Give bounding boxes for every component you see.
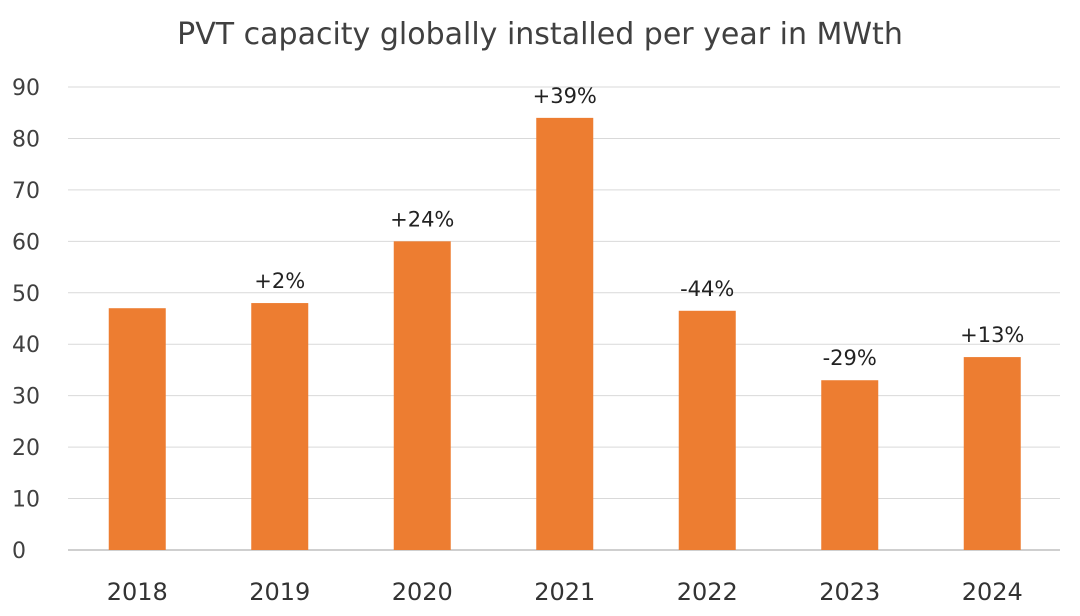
bar-2020 — [393, 241, 451, 551]
x-tick-label: 2018 — [107, 578, 168, 606]
y-tick-label: 90 — [12, 76, 40, 101]
x-axis-ticks: 2018 2019 2020 2021 2022 2023 2024 — [107, 578, 1023, 606]
bar-2018 — [108, 308, 166, 550]
data-label-2021: +39% — [533, 84, 597, 108]
x-tick-label: 2019 — [249, 578, 310, 606]
x-tick-label: 2020 — [392, 578, 453, 606]
bar-2019 — [251, 303, 309, 550]
data-label-2022: -44% — [680, 277, 734, 301]
bars — [108, 117, 1021, 551]
x-tick-label: 2023 — [819, 578, 880, 606]
y-tick-label: 80 — [12, 127, 40, 152]
data-label-2019: +2% — [254, 269, 305, 293]
bar-2021 — [536, 117, 594, 550]
y-tick-label: 40 — [12, 333, 40, 358]
x-tick-label: 2024 — [962, 578, 1023, 606]
y-tick-label: 20 — [12, 436, 40, 461]
y-tick-label: 0 — [12, 539, 26, 564]
y-tick-label: 30 — [12, 385, 40, 410]
chart-title: PVT capacity globally installed per year… — [177, 17, 903, 52]
y-tick-label: 10 — [12, 488, 40, 513]
x-tick-label: 2021 — [534, 578, 595, 606]
data-label-2023: -29% — [823, 346, 877, 370]
bar-2022 — [678, 310, 736, 550]
y-axis-ticks: 0 10 20 30 40 50 60 70 80 90 — [12, 76, 40, 564]
y-tick-label: 60 — [12, 230, 40, 255]
data-label-2020: +24% — [390, 207, 454, 231]
data-labels: +2% +24% +39% -44% -29% +13% — [254, 84, 1024, 370]
x-tick-label: 2022 — [677, 578, 738, 606]
y-tick-label: 50 — [12, 282, 40, 307]
bar-2023 — [821, 380, 879, 550]
data-label-2024: +13% — [960, 323, 1024, 347]
y-tick-label: 70 — [12, 179, 40, 204]
bar-2024 — [963, 357, 1021, 550]
